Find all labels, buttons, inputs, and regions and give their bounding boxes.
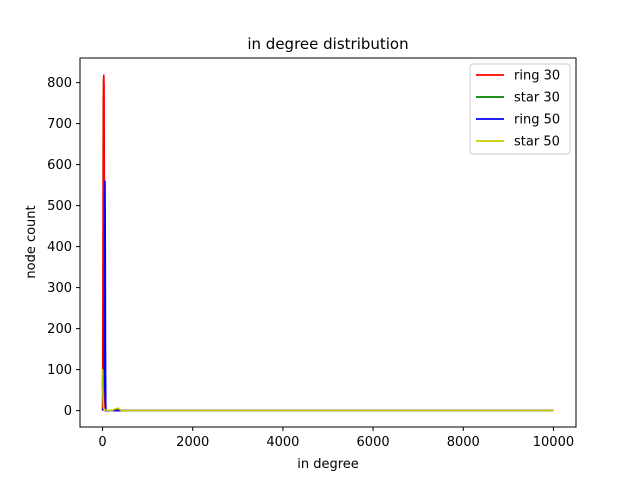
- y-tick-label: 800: [47, 76, 72, 91]
- legend-label: ring 50: [514, 113, 560, 128]
- y-tick-label: 300: [47, 281, 72, 296]
- y-tick-label: 200: [47, 322, 72, 337]
- x-tick-label: 8000: [447, 435, 480, 450]
- y-tick-label: 700: [47, 117, 72, 132]
- series-line-star-50: [101, 368, 554, 412]
- y-axis-label: node count: [24, 205, 39, 278]
- x-tick-label: 6000: [357, 435, 390, 450]
- legend-label: star 30: [514, 91, 560, 106]
- y-tick-label: 500: [47, 199, 72, 214]
- legend: ring 30 star 30 ring 50 star 50: [469, 63, 571, 155]
- x-axis: 0 2000 4000 6000 8000 10000: [98, 427, 574, 450]
- y-tick-label: 0: [64, 404, 72, 419]
- x-tick-label: 2000: [176, 435, 209, 450]
- legend-label: ring 30: [514, 69, 560, 84]
- x-tick-label: 0: [98, 435, 106, 450]
- y-axis: 0 100 200 300 400 500 600 700 800: [47, 76, 80, 419]
- x-tick-label: 4000: [266, 435, 299, 450]
- plot-frame: [79, 57, 577, 428]
- legend-box: [469, 63, 571, 155]
- x-tick-label: 10000: [533, 435, 574, 450]
- plot-lines: [101, 74, 554, 412]
- x-axis-label: in degree: [297, 457, 359, 472]
- legend-label: star 50: [514, 135, 560, 150]
- y-tick-label: 600: [47, 158, 72, 173]
- y-tick-label: 100: [47, 363, 72, 378]
- y-tick-label: 400: [47, 240, 72, 255]
- chart-title: in degree distribution: [247, 35, 408, 53]
